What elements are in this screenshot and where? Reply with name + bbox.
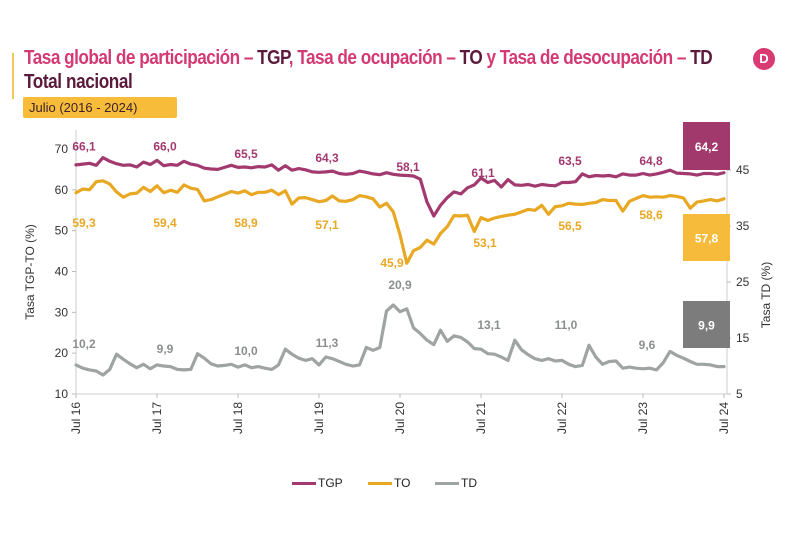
right-axis-title: Tasa TD (%) — [759, 262, 773, 328]
left-tick-label: 10 — [55, 387, 69, 401]
data-label-tgp: 66,1 — [72, 139, 96, 153]
latest-value-label-tgp: 64,2 — [695, 140, 719, 154]
latest-value-label-td: 9,9 — [698, 319, 715, 333]
right-tick-label: 45 — [736, 163, 750, 177]
x-tick-label: Jul 19 — [312, 402, 326, 434]
legend-swatch-td — [435, 481, 459, 485]
series-line-td — [74, 303, 726, 377]
left-tick-label: 60 — [55, 183, 69, 197]
title-accent-bar — [12, 53, 14, 99]
legend-item-tgp: TGP — [292, 476, 343, 490]
right-tick-label: 25 — [736, 275, 750, 289]
title-part: , Tasa de ocupación – — [288, 47, 460, 69]
legend-label: TGP — [318, 476, 343, 490]
data-label-to: 57,1 — [315, 218, 339, 232]
left-tick-label: 70 — [55, 142, 69, 156]
data-label-tgp: 58,1 — [396, 160, 420, 174]
data-label-tgp: 64,3 — [315, 151, 339, 165]
x-tick-label: Jul 23 — [636, 402, 650, 434]
data-label-td: 10,2 — [72, 337, 96, 351]
left-tick-label: 20 — [55, 346, 69, 360]
latest-value-box-td — [683, 301, 730, 348]
data-label-to: 58,6 — [639, 208, 663, 222]
data-label-to: 45,9 — [380, 256, 404, 270]
left-tick-label: 30 — [55, 305, 69, 319]
data-label-to: 59,3 — [72, 216, 96, 230]
x-tick-label: Jul 20 — [393, 402, 407, 434]
latest-value-box-to — [683, 214, 730, 261]
x-tick-label: Jul 17 — [150, 402, 164, 434]
data-label-td: 9,6 — [639, 338, 656, 352]
data-label-tgp: 64,8 — [639, 154, 663, 168]
legend-item-to: TO — [368, 476, 410, 490]
x-tick-label: Jul 22 — [555, 402, 569, 434]
legend-swatch-tgp — [292, 481, 316, 485]
left-axis-title: Tasa TGP-TO (%) — [23, 224, 37, 320]
title-part: y Tasa de desocupación – — [482, 47, 691, 69]
legend-label: TD — [461, 476, 477, 490]
title-part: Tasa global de participación – — [24, 47, 258, 69]
x-tick-label: Jul 18 — [231, 402, 245, 434]
x-tick-label: Jul 21 — [474, 402, 488, 434]
right-tick-label: 5 — [736, 387, 743, 401]
data-label-td: 20,9 — [388, 278, 412, 292]
data-label-td: 11,0 — [555, 318, 578, 332]
data-label-to: 53,1 — [473, 236, 497, 250]
data-label-td: 9,9 — [157, 342, 174, 356]
chart-subtitle: Total nacional — [24, 71, 133, 93]
chart-title: Tasa global de participación – TGP, Tasa… — [24, 46, 713, 70]
latest-value-label-to: 57,8 — [695, 232, 719, 246]
data-label-to: 56,5 — [558, 219, 582, 233]
dane-logo-icon: D — [753, 48, 775, 70]
data-label-tgp: 63,5 — [558, 154, 582, 168]
series-line-to — [74, 179, 726, 265]
left-tick-label: 50 — [55, 224, 69, 238]
data-label-to: 59,4 — [153, 216, 177, 230]
data-label-td: 10,0 — [234, 344, 258, 358]
right-tick-label: 35 — [736, 219, 750, 233]
right-tick-label: 15 — [736, 331, 750, 345]
data-label-tgp: 65,5 — [234, 147, 258, 161]
title-part: TD — [690, 47, 713, 69]
data-label-td: 13,1 — [477, 318, 501, 332]
x-tick-label: Jul 16 — [69, 402, 83, 434]
title-part: TO — [459, 47, 483, 69]
x-tick-label: Jul 24 — [717, 402, 731, 434]
period-badge: Julio (2016 - 2024) — [23, 97, 177, 118]
legend-item-td: TD — [435, 476, 477, 490]
data-label-tgp: 66,0 — [153, 139, 177, 153]
data-label-td: 11,3 — [316, 336, 339, 350]
series-line-tgp — [74, 156, 726, 218]
legend-swatch-to — [368, 481, 392, 485]
legend-label: TO — [394, 476, 411, 490]
latest-value-box-tgp — [683, 122, 730, 170]
left-tick-label: 40 — [55, 265, 69, 279]
data-label-tgp: 61,1 — [471, 166, 495, 180]
data-label-to: 58,9 — [234, 216, 258, 230]
title-part: TGP — [257, 47, 289, 69]
